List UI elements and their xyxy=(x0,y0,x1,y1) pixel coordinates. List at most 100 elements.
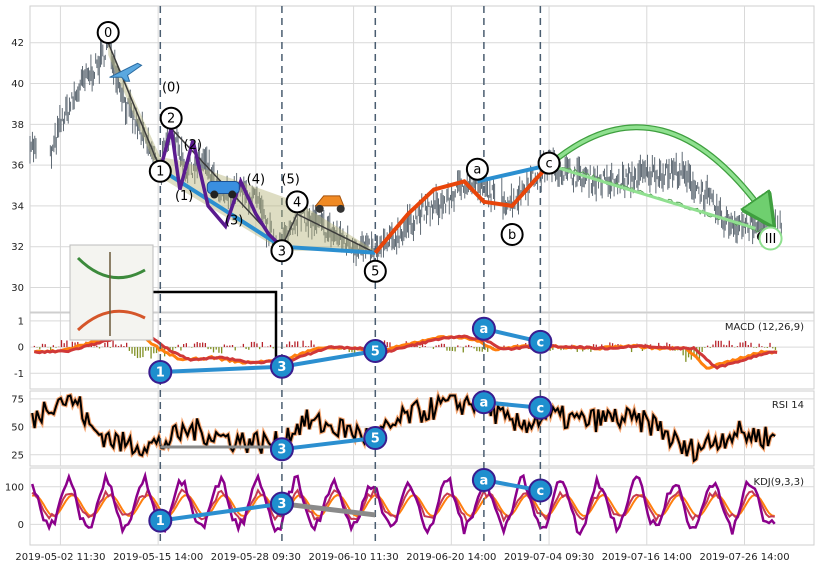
wave-label: 5 xyxy=(371,265,379,280)
indicator-trend-kdj xyxy=(160,501,283,523)
car-wheel xyxy=(210,190,219,199)
x-tick-label: 2019-05-28 09:30 xyxy=(211,552,301,563)
y-tick-macd: 0 xyxy=(18,343,24,354)
wave-label-circle xyxy=(159,106,183,130)
y-tick-rsi: 75 xyxy=(11,394,24,405)
scooter-body xyxy=(314,195,345,207)
kdj-j-line xyxy=(31,471,776,537)
indicator-marker-label: 3 xyxy=(277,360,286,375)
sub-wave-label: (0) xyxy=(162,81,180,96)
sub-wave-label: (5) xyxy=(281,172,299,187)
sub-wave-label: (1) xyxy=(175,189,193,204)
sub-wave-label: (3) xyxy=(225,213,243,228)
indicator-marker-rsi xyxy=(528,395,553,420)
indicator-marker-kdj xyxy=(269,491,294,516)
wave-line-0-1 xyxy=(107,42,161,170)
indicator-marker-label: c xyxy=(537,335,545,350)
y-tick-macd: 1 xyxy=(18,316,24,327)
projection-line xyxy=(548,163,756,230)
x-tick-label: 2019-06-20 14:00 xyxy=(406,552,496,563)
x-tick-label: 2019-07-04 09:30 xyxy=(504,552,594,563)
airplane-icon xyxy=(109,62,143,82)
kdj-gray-connector xyxy=(281,501,376,518)
y-tick-rsi: 50 xyxy=(11,422,24,433)
wave-label: III xyxy=(765,232,777,247)
indicator-marker-rsi xyxy=(269,437,294,462)
wave-label-circle xyxy=(148,159,172,183)
indicator-marker-label: 3 xyxy=(277,443,286,458)
indicator-trend-rsi xyxy=(281,436,376,452)
y-tick-price: 30 xyxy=(11,283,24,294)
projection-arc xyxy=(547,125,771,222)
indicator-marker-label: a xyxy=(480,474,489,489)
panel-frame-kdj xyxy=(29,467,815,546)
car-icon xyxy=(206,181,240,199)
kdj-d-line xyxy=(31,493,775,518)
y-tick-rsi: 25 xyxy=(11,450,24,461)
indicator-marker-rsi xyxy=(363,426,388,451)
scooter-icon xyxy=(314,195,345,213)
panel-frame-macd xyxy=(29,312,815,390)
wave-label: 3 xyxy=(278,244,286,259)
indicator-marker-label: 5 xyxy=(371,345,380,360)
indicator-marker-label: 5 xyxy=(371,432,380,447)
wave-label-circle xyxy=(500,222,524,246)
y-tick-kdj: 100 xyxy=(5,482,24,493)
y-tick-kdj: 0 xyxy=(18,520,24,531)
correction-line xyxy=(373,163,551,255)
indicator-marker-label: c xyxy=(537,401,545,416)
inset-curve xyxy=(76,256,146,280)
wave-label-circle xyxy=(285,190,309,214)
wave-label-circle xyxy=(465,157,489,181)
sub-wave-label: (4) xyxy=(247,172,265,187)
y-tick-price: 36 xyxy=(11,161,24,172)
car-body xyxy=(206,181,240,195)
scooter-wheel xyxy=(315,204,324,213)
wave-label-circle xyxy=(363,259,387,283)
x-tick-label: 2019-06-10 11:30 xyxy=(309,552,399,563)
x-tick-label: 2019-05-15 14:00 xyxy=(113,552,203,563)
indicator-marker-label: 1 xyxy=(156,365,165,380)
y-tick-price: 34 xyxy=(11,201,24,212)
panel-title-rsi: RSI 14 xyxy=(772,400,804,411)
trend-a-c xyxy=(476,163,550,184)
x-tick-label: 2019-05-02 11:30 xyxy=(15,552,105,563)
indicator-marker-rsi xyxy=(471,390,496,415)
wave-label: c xyxy=(545,157,552,172)
indicator-marker-macd xyxy=(528,329,553,354)
wave-label-circle xyxy=(96,21,120,45)
y-tick-price: 32 xyxy=(11,242,24,253)
airplane-shape xyxy=(109,62,143,82)
y-tick-price: 38 xyxy=(11,120,24,131)
signal-line xyxy=(33,329,778,370)
inset-curve xyxy=(76,309,146,332)
wave-label: b xyxy=(508,228,516,243)
kdj-k-line xyxy=(31,486,775,524)
panel-title-kdj: KDJ(9,3,3) xyxy=(754,477,805,488)
scooter-wheel xyxy=(336,204,345,213)
y-tick-macd: -1 xyxy=(14,369,24,380)
panel-title-macd: MACD (12,26,9) xyxy=(725,322,804,333)
sub-wave-line xyxy=(158,127,284,248)
indicator-marker-macd xyxy=(148,359,173,384)
indicator-marker-label: a xyxy=(480,396,489,411)
wave-label: a xyxy=(473,163,481,178)
indicator-marker-kdj xyxy=(471,468,496,493)
rsi-line xyxy=(31,393,776,463)
wave-label: 4 xyxy=(293,195,301,210)
indicator-marker-label: 1 xyxy=(156,514,165,529)
wave-label: 2 xyxy=(167,112,175,127)
indicator-marker-label: c xyxy=(537,484,545,499)
indicator-marker-kdj xyxy=(528,478,553,503)
indicator-marker-kdj xyxy=(148,508,173,533)
car-wheel xyxy=(228,190,237,199)
sub-wave-label: (2) xyxy=(184,138,202,153)
wave-label: 0 xyxy=(104,26,112,41)
wave-label-circle xyxy=(270,239,294,263)
indicator-marker-macd xyxy=(471,316,496,341)
y-tick-price: 40 xyxy=(11,79,24,90)
wave-label-circle xyxy=(537,151,561,175)
wave-label-circle xyxy=(758,226,783,251)
